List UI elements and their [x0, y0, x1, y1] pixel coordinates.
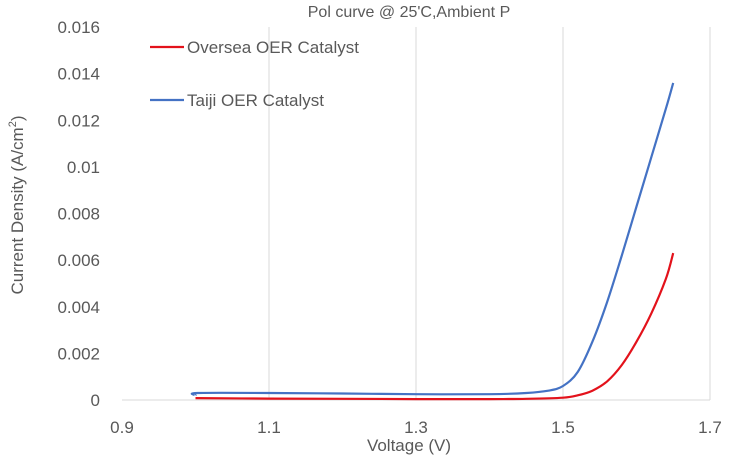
- legend-label: Taiji OER Catalyst: [187, 91, 324, 110]
- y-tick-label: 0.016: [57, 18, 100, 37]
- x-tick-label: 1.3: [404, 418, 428, 437]
- series-line-2: [190, 82, 675, 397]
- legend: Oversea OER Catalyst Taiji OER Catalyst: [150, 38, 359, 110]
- y-axis-ticks: 0 0.002 0.004 0.006 0.008 0.01 0.012 0.014 0.016: [57, 18, 100, 410]
- legend-label: Oversea OER Catalyst: [187, 38, 359, 57]
- x-axis-ticks: 0.9 1.1 1.3 1.5 1.7: [110, 418, 722, 437]
- x-tick-label: 1.1: [257, 418, 281, 437]
- gridlines: [268, 27, 711, 400]
- x-tick-label: 1.7: [698, 418, 722, 437]
- y-tick-label: 0.014: [57, 65, 100, 84]
- y-axis-title: Current Density (A/cm2): [7, 116, 27, 295]
- x-tick-label: 0.9: [110, 418, 134, 437]
- y-tick-label: 0.004: [57, 298, 100, 317]
- y-axis-title-superscript: 2: [7, 121, 19, 127]
- y-tick-label: 0.002: [57, 344, 100, 363]
- y-tick-label: 0.006: [57, 251, 100, 270]
- series-group: [190, 82, 675, 401]
- chart-title: Pol curve @ 25'C,Ambient P: [308, 4, 511, 21]
- series-line-1: [195, 252, 675, 401]
- y-tick-label: 0.012: [57, 111, 100, 130]
- y-tick-label: 0.01: [67, 158, 100, 177]
- y-axis-title-end: ): [8, 116, 27, 122]
- y-tick-label: 0: [91, 391, 100, 410]
- y-axis-title-main: Current Density (A/cm: [8, 127, 27, 294]
- x-axis-title: Voltage (V): [367, 436, 451, 455]
- y-tick-label: 0.008: [57, 205, 100, 224]
- x-tick-label: 1.5: [551, 418, 575, 437]
